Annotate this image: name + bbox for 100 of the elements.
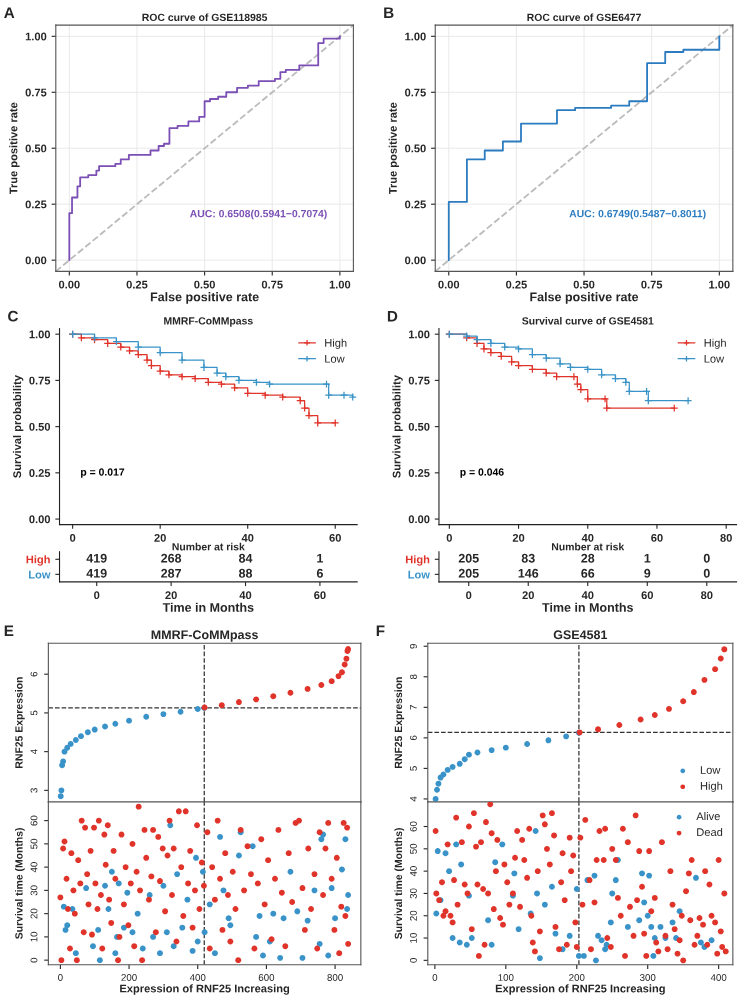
y-tick-label: 1.00 [25, 32, 47, 41]
y-tick-label: 6 [409, 735, 417, 741]
y-tick-label: 0.00 [25, 256, 47, 265]
y-tick-label: 0.00 [29, 515, 51, 524]
data-label: 287 [161, 568, 181, 578]
annotation: AUC: 0.6508(0.5941−0.7074) [189, 209, 327, 220]
y-tick-label: 1.00 [405, 32, 426, 41]
data-label: 1 [317, 553, 324, 563]
text: C [8, 310, 19, 322]
y-tick-label: 0.50 [29, 422, 51, 431]
x-tick-label: 400 [710, 974, 727, 981]
y-tick-label: 50 [409, 843, 417, 854]
x-tick-label: 1.00 [709, 280, 730, 289]
data-label: 88 [238, 568, 253, 578]
y-tick-label: 0.75 [405, 88, 426, 97]
data-label: 83 [521, 553, 535, 563]
x-axis-title: Expression of RNF25 Increasing [495, 984, 665, 995]
y-axis-title: Survival probability [392, 375, 403, 478]
x-tick-label: 60 [651, 533, 663, 542]
x-tick-label: 0.25 [126, 280, 148, 289]
chart-title: Survival curve of GSE4581 [522, 316, 654, 325]
y-tick-label: 0.75 [29, 376, 51, 385]
x-tick-label: 400 [189, 974, 206, 981]
chart-title: ROC curve of GSE6477 [527, 13, 641, 22]
y-tick-label: 10 [30, 931, 38, 942]
text: B [384, 7, 394, 18]
x-axis-title: False positive rate [530, 292, 639, 304]
y-tick-label: 50 [30, 838, 38, 849]
text: F [376, 625, 385, 637]
x-axis-title: Time in Months [162, 602, 254, 612]
chart-title: MMRF-CoMMpass [164, 317, 253, 327]
legend-label: Low [325, 354, 345, 363]
chart-title: GSE4581 [553, 630, 608, 640]
y-tick-label: 0.00 [408, 515, 430, 524]
y-axis-title: Survival time (Months) [394, 828, 405, 939]
x-tick-label: 40 [581, 591, 594, 600]
y-tick-label: 0 [409, 958, 417, 963]
y-tick-label: 6 [30, 671, 38, 677]
text: A [4, 7, 15, 18]
data-label: 268 [161, 553, 182, 563]
y-tick-label: 30 [30, 885, 38, 896]
text: E [4, 625, 14, 637]
x-tick-label: 0 [70, 533, 76, 542]
y-tick-label: 0.50 [405, 144, 426, 153]
x-tick-label: 0.50 [194, 280, 215, 289]
x-tick-label: 60 [641, 591, 653, 600]
y-tick-label: 5 [410, 766, 417, 771]
x-tick-label: 0 [94, 591, 100, 600]
y-tick-label: 4 [410, 796, 417, 802]
x-tick-label: 0 [466, 591, 472, 600]
data-label: 419 [86, 568, 107, 578]
y-tick-label: 0.75 [25, 88, 47, 97]
data-label: 0 [703, 568, 710, 578]
data-label: 205 [458, 568, 479, 578]
y-tick-label: Low [408, 570, 430, 579]
y-tick-label: 0.50 [25, 144, 47, 153]
x-tick-label: 40 [239, 591, 252, 600]
x-tick-label: 80 [720, 533, 732, 542]
y-tick-label: 30 [409, 888, 417, 899]
x-tick-label: 0.75 [641, 280, 663, 289]
x-tick-label: 200 [121, 974, 137, 981]
x-tick-label: 0 [58, 974, 63, 981]
y-tick-label: 5 [30, 710, 38, 716]
x-tick-label: 0.25 [506, 280, 527, 289]
y-tick-label: 3 [30, 788, 38, 793]
y-tick-label: 4 [30, 749, 38, 755]
y-axis-title: RNF25 Expression [394, 677, 405, 768]
y-tick-label: 20 [409, 910, 417, 921]
legend-label: High [325, 338, 347, 349]
y-tick-label: 60 [30, 815, 38, 826]
y-tick-label: High [26, 555, 50, 566]
x-tick-label: 0.50 [573, 280, 595, 289]
y-tick-label: 40 [409, 866, 417, 877]
x-tick-label: 0.75 [261, 280, 283, 289]
y-tick-label: 60 [409, 821, 417, 832]
y-tick-label: 0.25 [29, 469, 51, 477]
data-label: 419 [86, 553, 107, 563]
x-tick-label: 0.00 [438, 280, 460, 289]
text: D [387, 310, 398, 322]
annotation: AUC: 0.6749(0.5487−0.8011) [569, 209, 706, 220]
x-tick-label: 300 [639, 974, 656, 981]
y-tick-label: 7 [410, 705, 417, 710]
y-tick-label: Low [29, 570, 51, 579]
y-axis-title: RNF25 Expression [15, 677, 25, 768]
y-tick-label: 0.25 [408, 469, 430, 477]
data-label: 84 [238, 553, 253, 563]
legend-label: Dead [697, 827, 723, 837]
x-axis-title: False positive rate [150, 292, 259, 304]
y-tick-label: 0.25 [405, 200, 426, 209]
annotation: p = 0.046 [460, 468, 504, 478]
y-axis-title: Survival probability [12, 375, 24, 478]
chart-title: MMRF-CoMMpass [151, 630, 258, 642]
x-tick-label: 20 [154, 533, 166, 542]
x-axis-title: Expression of RNF25 Increasing [120, 984, 290, 995]
x-tick-label: 600 [258, 974, 275, 981]
x-tick-label: 40 [241, 533, 254, 542]
legend-label: Low [704, 354, 725, 363]
data-label: 28 [581, 553, 595, 563]
data-label: 0 [703, 553, 710, 563]
x-tick-label: 0.00 [58, 280, 80, 289]
